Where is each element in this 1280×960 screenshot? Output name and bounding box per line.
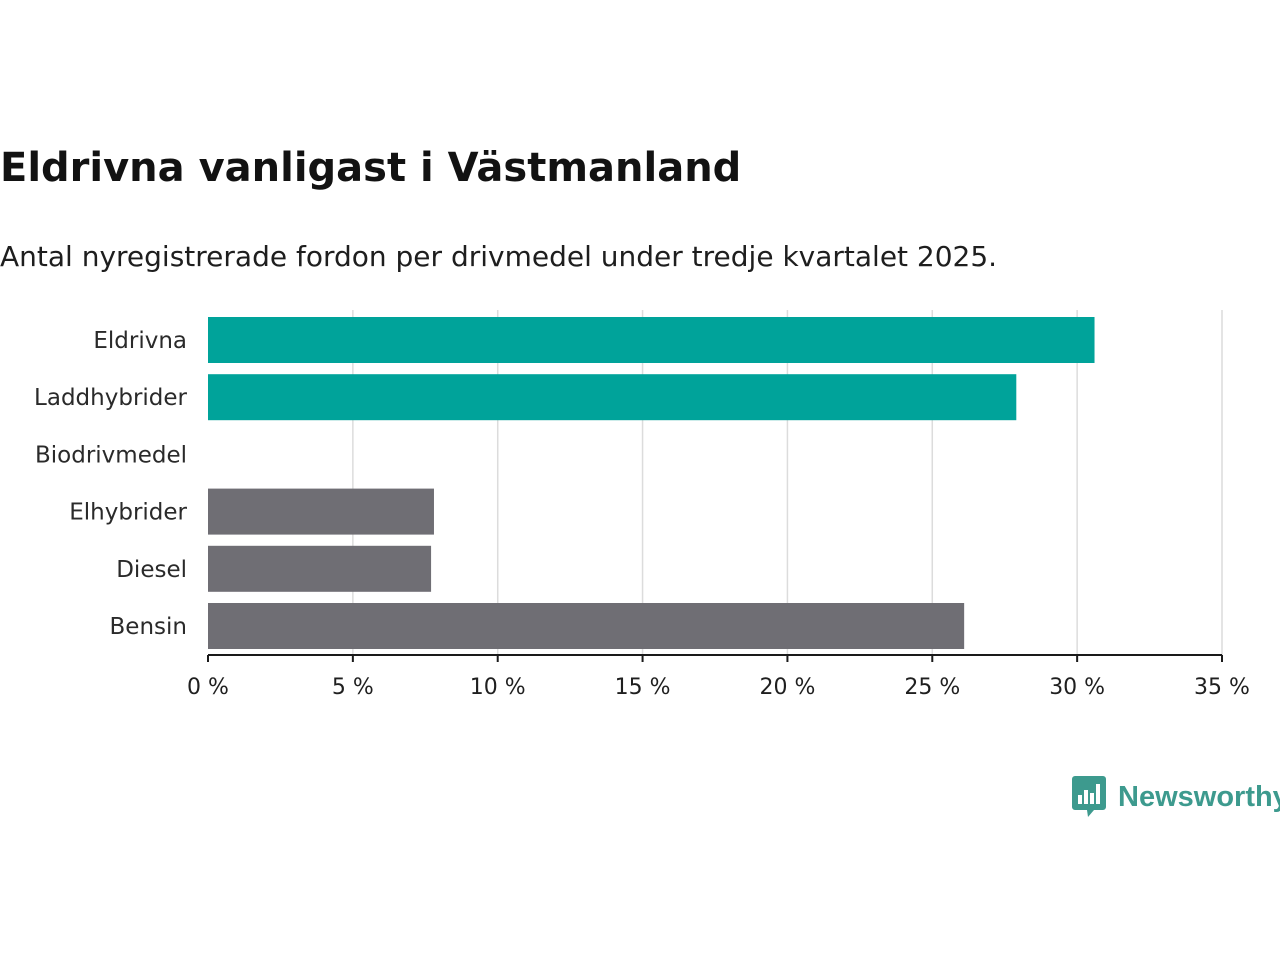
bars (208, 317, 1095, 649)
category-labels: Eldrivna Laddhybrider Biodrivmedel Elhybrid… (34, 328, 187, 640)
bar-eldrivna (208, 317, 1095, 363)
x-tick-label: 20 % (759, 675, 815, 700)
x-axis: 0 % 5 % 10 % 15 % 20 % 25 % 30 % 35 % (187, 654, 1250, 700)
x-tick-label: 5 % (332, 675, 374, 700)
chart-title: Eldrivna vanligast i Västmanland (0, 145, 742, 191)
x-tick-label: 25 % (904, 675, 960, 700)
category-label: Elhybrider (69, 500, 187, 526)
category-label: Bensin (110, 614, 187, 640)
logo-wordmark: Newsworthy (1118, 780, 1280, 813)
x-tick-label: 10 % (470, 675, 526, 700)
bar-laddhybrider (208, 374, 1017, 421)
category-label: Biodrivmedel (35, 442, 187, 468)
bar-elhybrider (208, 488, 434, 535)
category-label: Laddhybrider (34, 385, 187, 411)
x-tick-label: 0 % (187, 675, 229, 700)
bar-chart: Eldrivna Laddhybrider Biodrivmedel Elhybrid… (34, 310, 1250, 700)
x-tick-label: 15 % (615, 675, 671, 700)
category-label: Eldrivna (93, 328, 187, 354)
newsworthy-logo: Newsworthy (1072, 776, 1280, 818)
x-tick-label: 30 % (1049, 675, 1105, 700)
bar-chart-speech-bubble-icon (1072, 776, 1106, 817)
bar-diesel (208, 545, 432, 592)
chart-subtitle: Antal nyregistrerade fordon per drivmede… (0, 240, 998, 273)
category-label: Diesel (116, 557, 187, 583)
gridlines (352, 310, 1223, 655)
bar-bensin (208, 603, 965, 649)
x-tick-label: 35 % (1194, 675, 1250, 700)
